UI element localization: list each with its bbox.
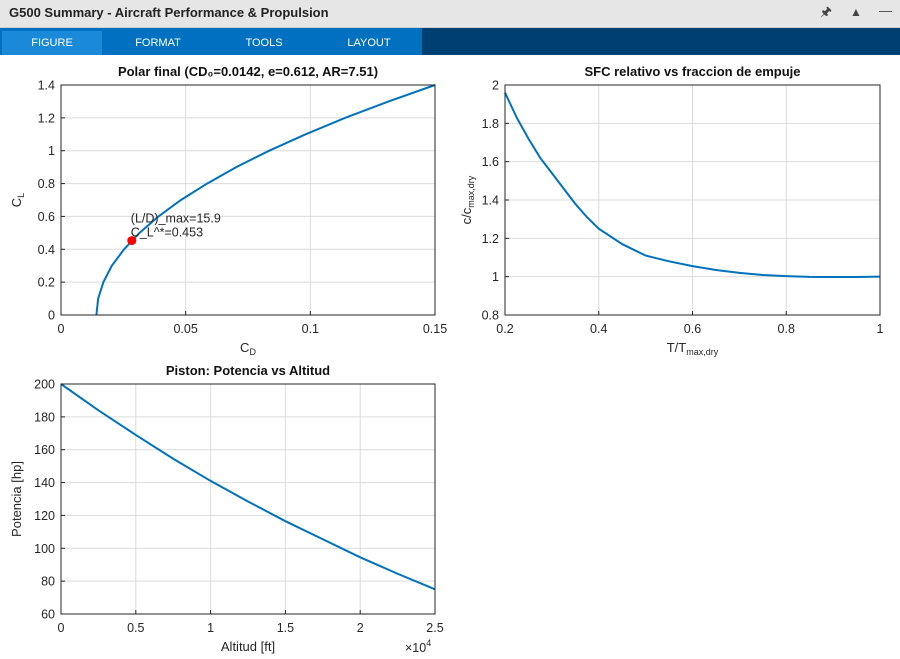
series-line-sfc (504, 92, 881, 279)
x-tick-label: 0.15 (423, 322, 447, 336)
y-tick-label: 1.4 (38, 79, 55, 93)
y-axis-label-sub: L (16, 193, 26, 198)
y-tick-label: 1 (492, 270, 499, 284)
y-tick-label: 160 (34, 443, 55, 457)
x-tick-label: 1 (877, 322, 884, 336)
annotation-text: C_L^*=0.453 (131, 226, 203, 240)
axes-1: 0 0.05 0.1 0.15 0 0.2 0.4 0.6 0.8 1 1.2 1.4 Polar fi… (9, 64, 447, 357)
x-tick-label: 0.4 (590, 322, 607, 336)
y-tick-label: 0.8 (482, 309, 499, 323)
tab-figure[interactable]: FIGURE (2, 31, 102, 55)
toolstrip: FIGURE FORMAT TOOLS LAYOUT (0, 28, 900, 55)
x-axis-label: T/Tmax,dry (667, 340, 719, 357)
x-tick-label: 0.1 (302, 322, 319, 336)
axes-box (60, 84, 436, 316)
y-tick-label: 120 (34, 509, 55, 523)
y-tick-label: 2 (492, 79, 499, 93)
series-line-power (60, 383, 436, 591)
y-tick-label: 1.6 (482, 155, 499, 169)
x-tick-label: 2.5 (426, 621, 443, 635)
y-tick-label: 60 (41, 608, 55, 622)
plot-area (61, 85, 435, 315)
y-axis-label: CL (9, 193, 26, 207)
x-tick-label: 0.2 (496, 322, 513, 336)
window-title: G500 Summary - Aircraft Performance & Pr… (9, 5, 329, 20)
y-tick-label: 180 (34, 410, 55, 424)
y-tick-label: 0.8 (38, 177, 55, 191)
y-tick-label: 1.8 (482, 117, 499, 131)
tab-tools[interactable]: TOOLS (245, 37, 283, 49)
y-tick-label: 0.2 (38, 276, 55, 290)
y-tick-label: 1 (48, 144, 55, 158)
chart-title: Polar final (CD₀=0.0142, e=0.612, AR=7.5… (118, 64, 378, 79)
y-axis-label: Potencia [hp] (9, 461, 24, 537)
axes-2: 0.2 0.4 0.6 0.8 1 0.8 1 1.2 1.4 1.6 1.8 2 SFC relati… (459, 64, 884, 357)
x-axis-label: CD (240, 340, 256, 357)
y-tick-label: 0.6 (38, 210, 55, 224)
axes-box (60, 383, 436, 615)
x-tick-label: 0.6 (684, 322, 701, 336)
pin-icon[interactable]: 🖈︎ (820, 4, 833, 19)
axes-box (504, 84, 881, 316)
x-exponent-power: 4 (426, 638, 431, 648)
x-exponent-label: ×104 (405, 638, 431, 655)
x-tick-label: 0.5 (127, 621, 144, 635)
y-tick-label: 0.4 (38, 243, 55, 257)
annotation-text: (L/D)_max=15.9 (131, 212, 221, 226)
y-tick-label: 1.4 (482, 194, 499, 208)
y-tick-label: 0 (48, 309, 55, 323)
plot-area (61, 384, 435, 614)
x-tick-label: 2 (357, 621, 364, 635)
tab-layout[interactable]: LAYOUT (347, 37, 391, 49)
x-tick-label: 1.5 (277, 621, 294, 635)
figure-canvas: 0 0.05 0.1 0.15 0 0.2 0.4 0.6 0.8 1 1.2 1.4 Polar fi… (9, 64, 884, 655)
y-tick-label: 1.2 (482, 232, 499, 246)
minimize-icon[interactable]: — (879, 3, 892, 18)
chart-title: SFC relativo vs fraccion de empuje (584, 64, 800, 79)
undock-icon[interactable]: ▲ (850, 5, 862, 19)
series-line-polar (95, 84, 436, 316)
y-tick-label: 100 (34, 542, 55, 556)
y-tick-label: 200 (34, 378, 55, 392)
x-tick-label: 0.05 (173, 322, 197, 336)
x-tick-label: 0 (58, 322, 65, 336)
x-axis-label-sub: D (249, 347, 256, 357)
chart-title: Piston: Potencia vs Altitud (166, 363, 330, 378)
y-tick-label: 1.2 (38, 111, 55, 125)
tab-format[interactable]: FORMAT (135, 37, 181, 49)
x-tick-label: 1 (207, 621, 214, 635)
y-tick-label: 80 (41, 575, 55, 589)
y-axis-label: c/cmax,dry (459, 175, 476, 224)
y-tick-label: 140 (34, 476, 55, 490)
x-tick-label: 0.8 (778, 322, 795, 336)
x-tick-label: 0 (58, 621, 65, 635)
axes-3: 0 0.5 1 1.5 2 2.5 60 80 100 120 140 160 180 200 Piston… (9, 363, 444, 655)
optimum-marker (127, 236, 137, 246)
y-axis-label-sub: max,dry (466, 175, 476, 208)
window-titlebar: G500 Summary - Aircraft Performance & Pr… (0, 0, 900, 28)
x-axis-label: Altitud [ft] (221, 639, 275, 654)
x-axis-label-sub: max,dry (686, 347, 719, 357)
